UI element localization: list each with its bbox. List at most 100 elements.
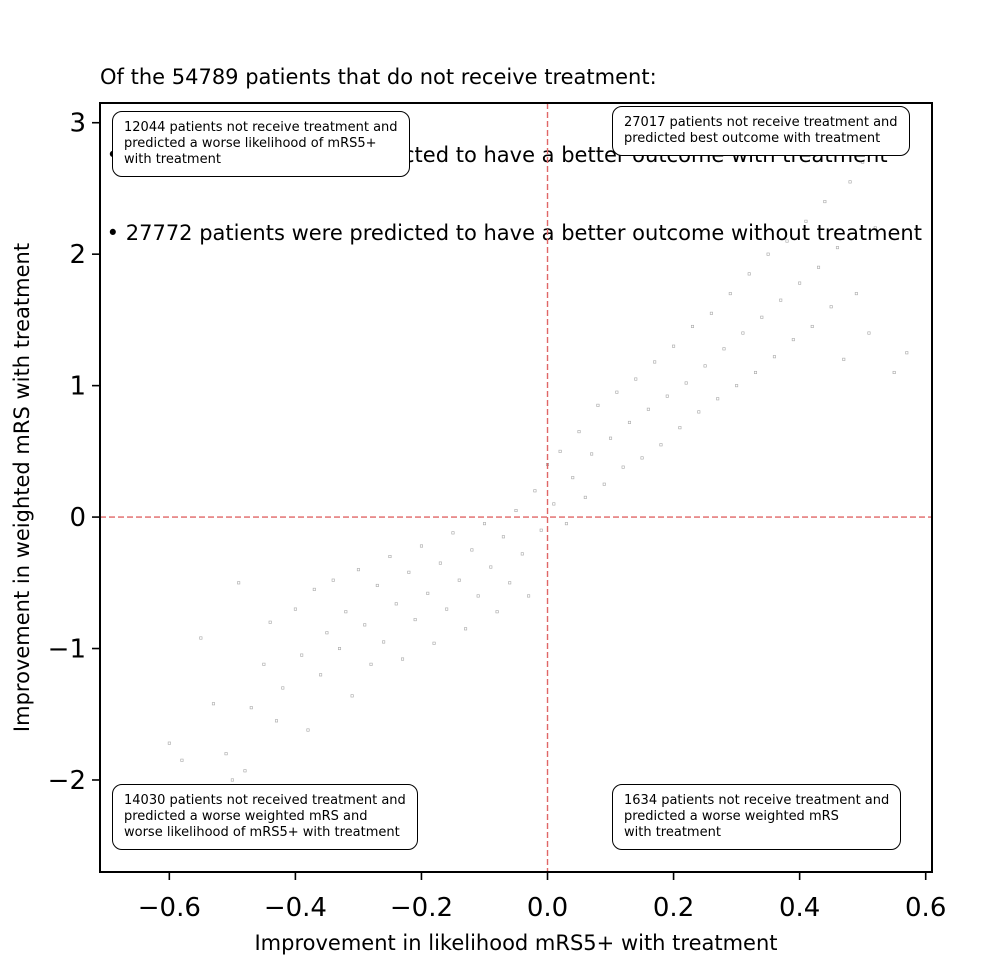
data-point xyxy=(237,581,241,585)
data-point xyxy=(312,587,316,591)
data-point xyxy=(331,578,335,582)
title-line-1: Of the 54789 patients that do not receiv… xyxy=(100,65,657,89)
data-point xyxy=(571,476,575,480)
data-point xyxy=(401,657,405,661)
x-tick-label: −0.4 xyxy=(264,893,327,923)
x-axis-label: Improvement in likelihood mRS5+ with tre… xyxy=(254,931,777,955)
annotation-bottom-left: 14030 patients not received treatment an… xyxy=(112,784,418,850)
plot-frame xyxy=(99,102,933,873)
data-point xyxy=(319,673,323,677)
data-point xyxy=(892,370,896,374)
title-line-3: • 27772 patients were predicted to have … xyxy=(100,221,922,245)
data-point xyxy=(754,370,758,374)
data-point xyxy=(514,509,518,513)
data-point xyxy=(489,565,493,569)
data-point xyxy=(842,357,846,361)
data-point xyxy=(741,331,745,335)
data-point xyxy=(672,344,676,348)
data-point xyxy=(508,581,512,585)
data-point xyxy=(350,694,354,698)
data-point xyxy=(388,555,392,559)
data-point xyxy=(501,535,505,539)
data-point xyxy=(558,449,562,453)
data-point xyxy=(716,397,720,401)
y-axis-label: Improvement in weighted mRS with treatme… xyxy=(10,243,34,732)
data-point xyxy=(760,315,764,319)
axis-ticks: −0.6 −0.4 −0.2 0.0 0.2 0.4 0.6 −2 −1 0 1 2 3 xyxy=(48,109,947,923)
data-point xyxy=(369,662,373,666)
data-point xyxy=(665,394,669,398)
data-point xyxy=(451,531,455,535)
annotation-top-right: 27017 patients not receive treatment and… xyxy=(612,106,910,156)
data-point xyxy=(268,620,272,624)
data-point xyxy=(735,384,739,388)
data-point xyxy=(867,331,871,335)
data-point xyxy=(823,200,827,204)
data-point xyxy=(609,436,613,440)
data-point xyxy=(905,351,909,355)
data-point xyxy=(602,482,606,486)
data-point xyxy=(590,452,594,456)
y-tick-label: 1 xyxy=(69,372,86,402)
x-tick-label: −0.2 xyxy=(390,893,453,923)
data-point xyxy=(785,239,789,243)
data-point xyxy=(772,355,776,359)
data-point xyxy=(495,610,499,614)
data-point xyxy=(640,456,644,460)
data-point xyxy=(180,758,184,762)
data-point xyxy=(835,246,839,250)
data-point xyxy=(363,623,367,627)
data-point xyxy=(281,686,285,690)
x-tick-label: 0.2 xyxy=(653,893,694,923)
reference-lines xyxy=(100,103,932,872)
data-point xyxy=(659,443,663,447)
data-point xyxy=(854,292,858,296)
data-point xyxy=(199,636,203,640)
data-point xyxy=(445,607,449,611)
data-point xyxy=(817,265,821,269)
y-tick-label: −1 xyxy=(48,635,86,665)
data-point xyxy=(873,226,877,230)
data-point xyxy=(861,160,865,164)
data-point xyxy=(457,578,461,582)
data-point xyxy=(627,420,631,424)
data-point xyxy=(243,769,247,773)
data-point xyxy=(249,706,253,710)
data-point xyxy=(426,591,430,595)
data-point xyxy=(678,426,682,430)
data-point xyxy=(709,311,713,315)
data-point xyxy=(293,607,297,611)
data-point xyxy=(356,568,360,572)
data-point xyxy=(564,522,568,526)
x-tick-label: 0.4 xyxy=(779,893,820,923)
data-point xyxy=(432,641,436,645)
data-point xyxy=(438,561,442,565)
data-point xyxy=(476,594,480,598)
data-point xyxy=(300,653,304,657)
data-point xyxy=(697,410,701,414)
data-point xyxy=(413,618,417,622)
data-point xyxy=(634,377,638,381)
data-point xyxy=(779,298,783,302)
y-tick-label: −2 xyxy=(48,766,86,796)
data-point xyxy=(653,360,657,364)
data-point xyxy=(747,272,751,276)
data-point xyxy=(394,602,398,606)
annotation-top-left: 12044 patients not receive treatment and… xyxy=(112,111,410,177)
data-point xyxy=(344,610,348,614)
y-tick-label: 3 xyxy=(69,109,86,139)
data-point xyxy=(804,219,808,223)
data-point xyxy=(407,570,411,574)
annotation-bottom-right: 1634 patients not receive treatment and … xyxy=(612,784,902,850)
data-point xyxy=(167,741,171,745)
y-tick-label: 2 xyxy=(69,240,86,270)
data-point xyxy=(211,702,215,706)
y-tick-label: 0 xyxy=(69,503,86,533)
data-point xyxy=(829,305,833,309)
data-point xyxy=(325,631,329,635)
data-point xyxy=(382,640,386,644)
data-point xyxy=(848,180,852,184)
data-point xyxy=(224,752,228,756)
data-point xyxy=(577,430,581,434)
